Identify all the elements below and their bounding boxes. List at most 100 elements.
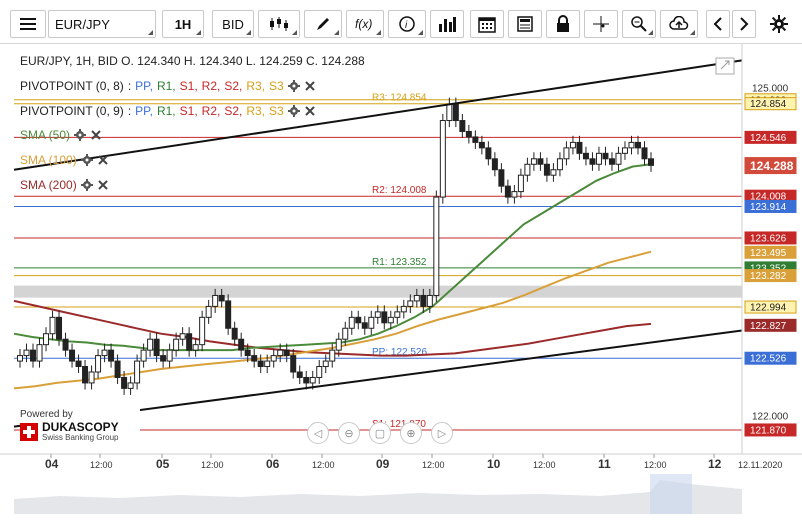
candle	[244, 349, 251, 357]
candle	[238, 338, 245, 351]
symbol-selector[interactable]: EUR/JPY	[48, 10, 156, 38]
ohlc-text: EUR/JPY, 1H, BID O. 124.340 H. 124.340 L…	[20, 54, 365, 68]
candle	[82, 366, 89, 384]
swiss-cross-icon	[20, 422, 38, 441]
candle	[348, 316, 355, 329]
candle	[218, 294, 225, 302]
candle	[420, 294, 427, 307]
pivot-legend-1[interactable]: PIVOTPOINT (0, 8) : PP, R1, S1, R2, S2, …	[20, 79, 316, 93]
gear-icon[interactable]	[287, 80, 300, 92]
candle	[36, 344, 43, 362]
gear-icon[interactable]	[287, 105, 300, 117]
pivot-legend-2[interactable]: PIVOTPOINT (0, 9) : PP, R1, S1, R2, S2, …	[20, 104, 316, 118]
navigator-window[interactable]	[650, 474, 692, 514]
zoom-reset-icon: ▢	[374, 427, 386, 440]
close-icon[interactable]	[90, 129, 102, 141]
candle	[576, 141, 583, 154]
symbol-label: EUR/JPY	[55, 17, 110, 32]
candle	[569, 141, 576, 149]
zoom-in-button[interactable]: ⊕	[400, 422, 422, 444]
expand-chart[interactable]	[715, 57, 735, 75]
candle	[582, 152, 589, 160]
info-button[interactable]: i	[388, 10, 426, 38]
timeframe-selector[interactable]: 1H	[162, 10, 204, 38]
news-button[interactable]	[508, 10, 542, 38]
navigator[interactable]	[14, 474, 742, 514]
chart-type-button[interactable]	[258, 10, 300, 38]
zoom-out-button[interactable]: ⊖	[338, 422, 360, 444]
close-icon[interactable]	[97, 179, 109, 191]
price-tag-label: 123.495	[750, 248, 787, 259]
draw-pen-icon	[317, 18, 329, 30]
s2-label: S2,	[224, 104, 243, 118]
price-tag-label: 123.914	[750, 202, 787, 213]
expand-icon[interactable]	[715, 57, 735, 75]
candle	[140, 349, 147, 362]
settings-gear-icon	[770, 15, 788, 33]
gear-icon[interactable]	[74, 129, 87, 141]
x-tick-label: 12.11.2020	[738, 460, 782, 470]
candle	[511, 191, 518, 198]
candle	[641, 147, 648, 160]
candle	[524, 163, 531, 176]
indicator-button[interactable]: f(x)	[346, 10, 384, 38]
news-icon	[517, 16, 533, 32]
x-tick-label: 06	[266, 457, 280, 471]
lock-button[interactable]	[546, 10, 580, 38]
candle	[134, 360, 141, 384]
calendar-button[interactable]	[470, 10, 504, 38]
candle	[114, 360, 121, 378]
candle	[329, 349, 336, 362]
scroll-left-button[interactable]	[706, 10, 730, 38]
settings-button[interactable]	[764, 10, 794, 38]
candle	[530, 158, 537, 165]
menu-button[interactable]	[10, 10, 46, 38]
price-chart[interactable]: R3: 124.854 R2: 124.008 R1: 123.352 PP: 122…	[0, 44, 802, 524]
price-tag-label: 122.827	[750, 321, 787, 332]
x-tick-label: 12	[708, 457, 722, 471]
sma-100-label: SMA (100)	[20, 153, 77, 167]
r2-label: R2,	[201, 104, 221, 118]
powered-by-text: Powered by	[20, 409, 73, 420]
zoom-button[interactable]	[622, 10, 656, 38]
sma-50-legend[interactable]: SMA (50)	[20, 128, 102, 142]
sma-100-legend[interactable]: SMA (100)	[20, 153, 109, 167]
zoom-reset-button[interactable]: ▢	[369, 422, 391, 444]
candle	[95, 355, 102, 373]
price-tag-label: 123.626	[750, 233, 787, 244]
y-tick-label: 125.000	[752, 84, 789, 95]
close-icon[interactable]	[304, 105, 316, 117]
tagline-text: Swiss Banking Group	[42, 433, 119, 442]
info-icon: i	[399, 16, 415, 32]
x-axis-ticks: 04 12:00 05 12:00 06 12:00 09 12:00 10 12:00 11 12:…	[45, 454, 782, 471]
candlestick-icon	[270, 17, 288, 31]
sma-200-legend[interactable]: SMA (200)	[20, 178, 109, 192]
candle	[127, 382, 134, 389]
candle	[452, 103, 459, 122]
trendline[interactable]	[13, 59, 743, 171]
upload-icon	[669, 16, 689, 30]
close-icon[interactable]	[304, 80, 316, 92]
r1-label: R1,	[156, 79, 176, 93]
share-button[interactable]	[660, 10, 698, 38]
nav-right-button[interactable]: ▷	[431, 422, 453, 444]
s2-label: S2,	[224, 79, 243, 93]
nav-left-button[interactable]: ◁	[307, 422, 329, 444]
candle	[504, 185, 511, 198]
r3-label: R3,	[246, 79, 266, 93]
ohlc-readout: EUR/JPY, 1H, BID O. 124.340 H. 124.340 L…	[20, 54, 365, 68]
chart-area[interactable]: R3: 124.854 R2: 124.008 R1: 123.352 PP: 122…	[0, 44, 802, 524]
price-type-selector[interactable]: BID	[212, 10, 254, 38]
pivot-level-label: R3: 124.854	[372, 93, 427, 104]
close-icon[interactable]	[97, 154, 109, 166]
gear-icon[interactable]	[80, 179, 93, 191]
crosshair-button[interactable]	[584, 10, 618, 38]
scroll-right-button[interactable]	[732, 10, 756, 38]
arrow-left-icon	[713, 17, 722, 31]
candle	[30, 349, 37, 362]
draw-button[interactable]	[304, 10, 342, 38]
gear-icon[interactable]	[80, 154, 93, 166]
s1-label: S1,	[179, 79, 198, 93]
candle	[595, 152, 602, 165]
volume-button[interactable]	[430, 10, 464, 38]
